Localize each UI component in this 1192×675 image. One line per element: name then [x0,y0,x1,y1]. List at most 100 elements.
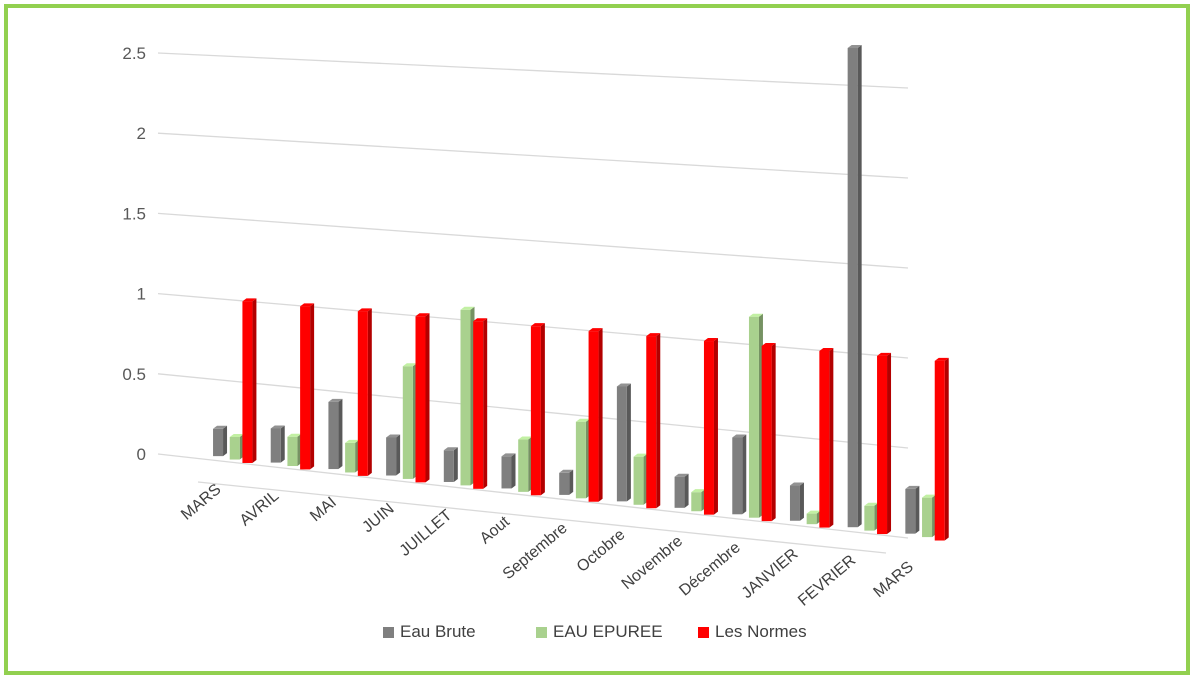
y-tick-label: 2.5 [122,44,146,63]
bar-front [646,336,657,509]
bar-top [300,303,315,307]
bar-side [684,473,689,508]
y-tick-label: 0.5 [122,365,146,384]
bar-eau-epuree-10 [806,510,821,525]
bar-top [460,306,475,310]
bar-side [771,342,776,522]
bar-eau-epuree-12 [922,494,937,538]
bar-top [674,473,689,477]
bar-top [819,347,834,351]
bar-top [345,439,360,443]
legend-entry-label: Eau Brute [400,622,476,641]
bar-eau-brute-11 [847,45,862,528]
bar-side [944,357,949,541]
y-tick-label: 2 [137,124,146,143]
legend: Eau Brute EAU EPUREE Les Normes [383,622,807,641]
bar-eau-epuree-9 [748,313,763,518]
bar-front [518,439,529,492]
bar-front [530,326,541,496]
bar-side [598,328,603,502]
bar-top [242,298,257,302]
y-axis-tick-labels: 0 0.5 1 1.5 2 2.5 [122,44,146,464]
bar-side [626,383,631,502]
x-category-label: Octobre [574,526,629,576]
bar-front [501,456,512,489]
bar-chart: 0 0.5 1 1.5 2 2.5 MARS AVRIL MAI JUIN JUILLET Aout… [122,44,949,641]
bar-front [287,436,298,467]
chart-frame: 0 0.5 1 1.5 2 2.5 MARS AVRIL MAI JUIN JUILLET Aout… [4,4,1190,675]
bar-eau-epuree-4 [460,306,475,486]
bar-top [646,333,661,337]
bar-top [761,342,776,346]
bar-front [732,437,743,515]
bar-top [213,425,228,429]
legend-swatch [698,627,709,638]
bar-top [530,323,545,327]
bar-top [934,357,949,361]
bar-les-normes-11 [877,352,892,535]
bar-front [877,355,888,535]
bar-front [703,341,714,515]
bar-side [310,303,315,470]
bar-side [857,45,862,528]
bar-eau-brute-4 [443,447,458,482]
bars [213,45,949,541]
legend-swatch [536,627,547,638]
x-category-label: JUILLET [397,507,456,560]
bar-front [345,442,356,473]
bar-eau-epuree-5 [518,436,533,492]
bar-eau-epuree-8 [691,489,706,512]
bar-eau-brute-12 [905,485,920,534]
x-category-label: MARS [178,481,224,524]
bar-front [847,48,858,528]
bar-eau-brute-6 [559,469,574,495]
bar-side [483,318,488,489]
y-tick-label: 1 [137,285,146,304]
bar-top [559,469,574,473]
bar-front [691,492,702,512]
y-tick-label: 1.5 [122,204,146,223]
bar-top [501,453,516,457]
x-category-label: MARS [870,558,916,601]
bar-front [575,421,586,499]
bar-eau-brute-1 [270,425,285,463]
bar-front [213,428,224,457]
bar-side [887,352,892,535]
bar-front [402,366,413,479]
bar-les-normes-9 [761,342,776,522]
floor-edge [197,481,887,554]
bar-top [748,313,763,317]
bar-front [559,472,570,495]
bar-side [252,298,257,463]
bar-top [703,338,718,342]
bar-top [473,318,488,322]
x-category-label: Décembre [676,539,744,600]
bar-top [732,434,747,438]
bar-front [864,505,875,531]
bar-side [540,323,545,496]
bar-eau-brute-7 [616,383,631,502]
bar-front [789,485,800,521]
bar-front [674,476,685,508]
legend-entry-label: EAU EPUREE [553,622,663,641]
legend-swatch [383,627,394,638]
bar-top [287,433,302,437]
bar-front [588,331,599,502]
bar-front [473,321,484,489]
bar-top [229,433,244,437]
bar-les-normes-3 [415,313,430,483]
x-category-label: Novembre [619,533,687,594]
bar-front [819,350,830,528]
bar-top [386,434,401,438]
gridline [157,453,909,539]
bar-side [742,434,747,515]
bar-top [402,363,417,367]
x-category-label: FEVRIER [795,552,859,610]
bar-eau-epuree-11 [864,502,879,531]
bar-les-normes-6 [588,328,603,502]
bar-top [789,482,804,486]
bar-top [905,485,920,489]
bar-eau-epuree-7 [633,453,648,505]
bar-top [443,447,458,451]
bar-les-normes-1 [300,303,315,470]
